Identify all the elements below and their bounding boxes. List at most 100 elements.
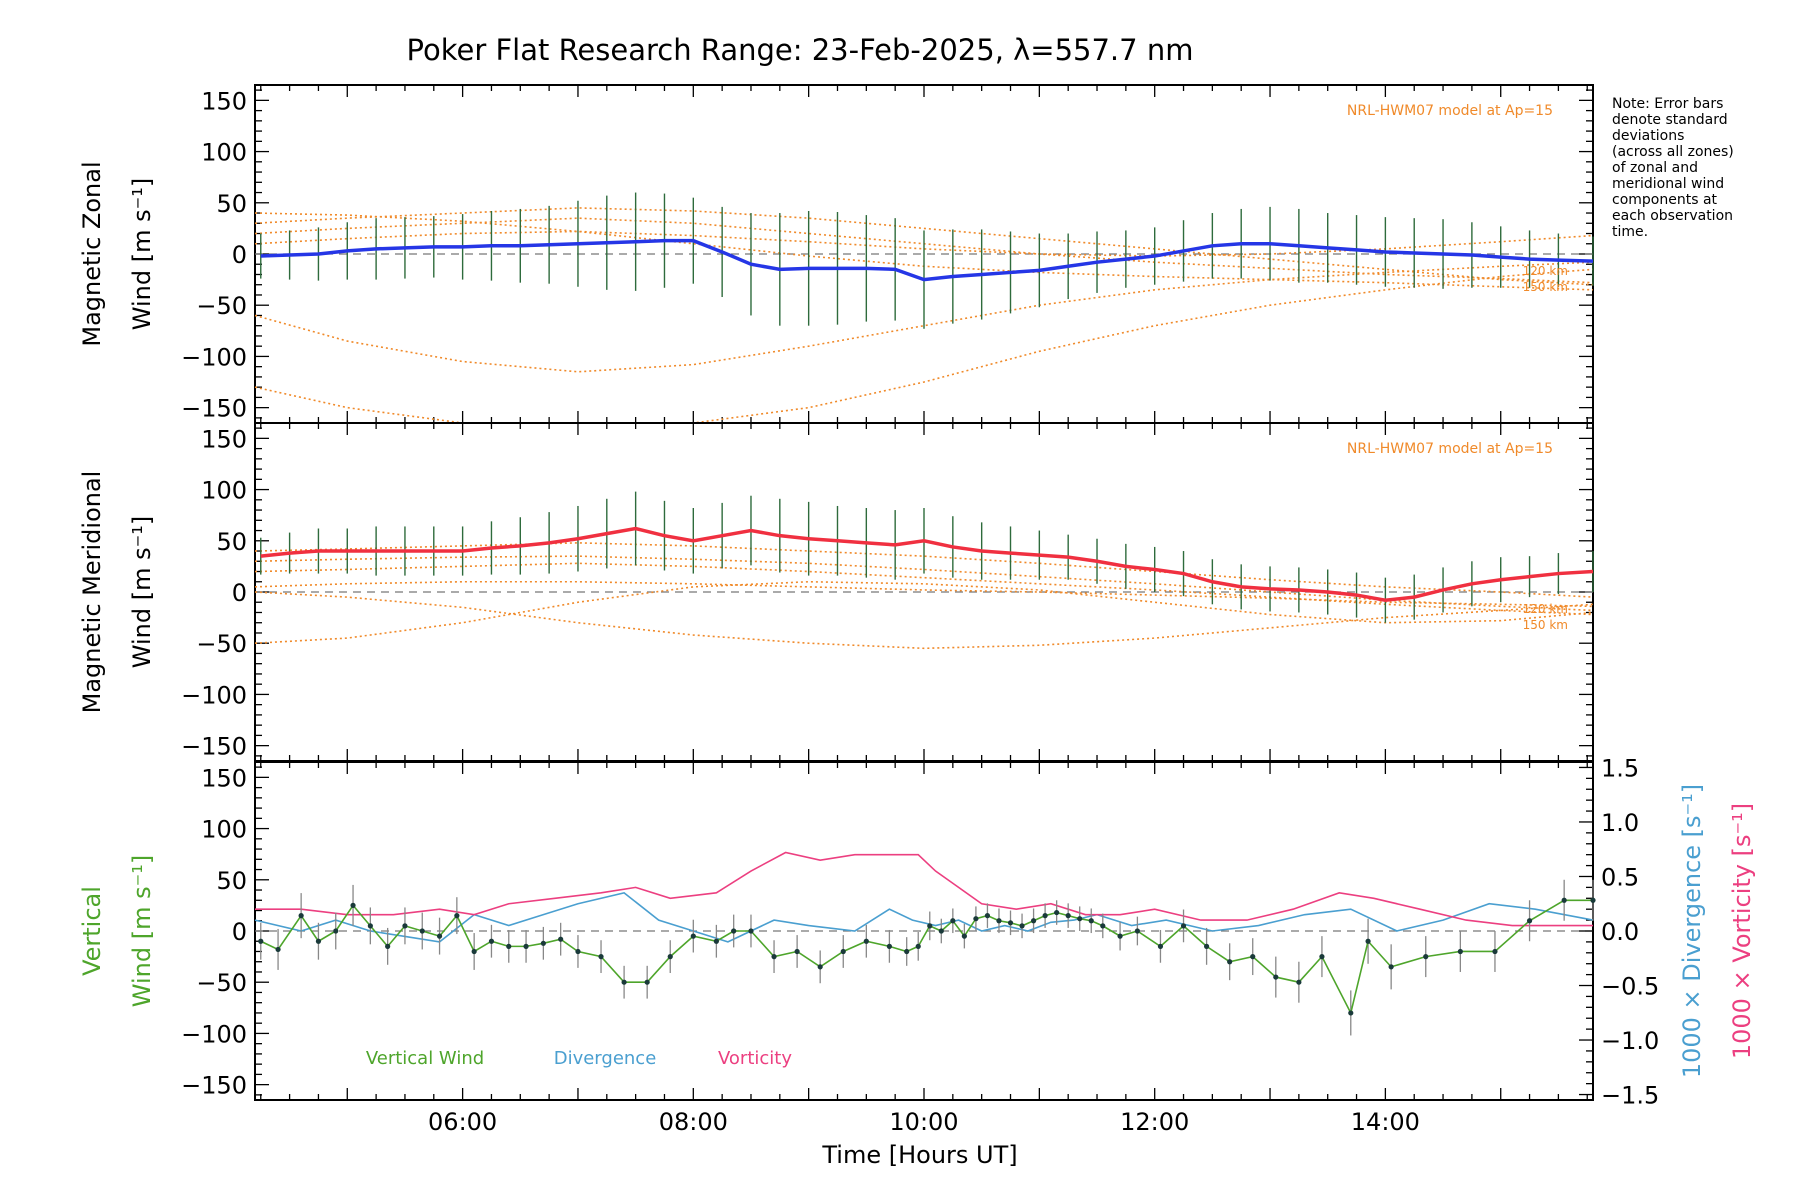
vertical-wind-point bbox=[402, 923, 408, 929]
mean-wind-line bbox=[260, 526, 1594, 602]
vertical-wind-point bbox=[1117, 933, 1123, 939]
y-axis-label-line2: Wind [m s⁻¹] bbox=[128, 516, 156, 668]
y-axis-label-line1: Vertical bbox=[78, 886, 106, 976]
right-y-tick-label: 0.0 bbox=[1601, 918, 1639, 946]
note-line: time. bbox=[1612, 224, 1648, 240]
vertical-wind-point bbox=[558, 936, 564, 942]
vertical-wind-point bbox=[315, 938, 322, 944]
vertical-wind-point bbox=[1388, 964, 1394, 970]
vertical-wind-point bbox=[961, 933, 967, 939]
vertical-wind-point bbox=[575, 948, 581, 955]
vertical-wind-point bbox=[523, 943, 529, 949]
vertical-wind-point bbox=[1365, 938, 1371, 944]
altitude-label: 150 km bbox=[1523, 618, 1568, 632]
y-tick-label: 150 bbox=[201, 425, 247, 453]
altitude-label: 150 km bbox=[1523, 280, 1568, 294]
model-label: NRL-HWM07 model at Ap=15 bbox=[1347, 103, 1553, 119]
vertical-wind-point bbox=[1019, 923, 1025, 929]
vertical-wind-point bbox=[938, 928, 944, 934]
note-line: deviations bbox=[1612, 128, 1684, 144]
vertical-wind-point bbox=[817, 964, 823, 970]
divergence-line bbox=[254, 891, 1594, 943]
note-line: denote standard bbox=[1612, 112, 1728, 128]
vertical-wind-point bbox=[1077, 916, 1083, 922]
vertical-wind-point bbox=[950, 918, 956, 924]
y-tick-label: 50 bbox=[216, 867, 247, 895]
y-tick-label: −50 bbox=[196, 969, 247, 997]
y-tick-label: 150 bbox=[201, 764, 247, 792]
vertical-wind-point bbox=[748, 928, 754, 934]
panel-zonal: −150 −100 −50 0 50 100 150 Magnetic Zonal Wind [… bbox=[78, 84, 1594, 424]
y-axis-label-line2: Wind [m s⁻¹] bbox=[128, 178, 156, 330]
vertical-wind-point bbox=[454, 913, 460, 919]
y-tick-label: 0 bbox=[232, 241, 247, 269]
note-line: meridional wind bbox=[1612, 176, 1724, 192]
vertical-wind-point bbox=[1157, 943, 1164, 949]
vertical-wind-point bbox=[488, 938, 495, 944]
x-tick-label: 14:00 bbox=[1351, 1108, 1420, 1136]
y-tick-label: 100 bbox=[201, 139, 247, 167]
y-tick-label: −100 bbox=[181, 1020, 247, 1048]
y-tick-label: −50 bbox=[196, 630, 247, 658]
note-line: components at bbox=[1612, 192, 1718, 208]
right-y-tick-label: −0.5 bbox=[1601, 973, 1659, 1001]
y-tick-label: 100 bbox=[201, 816, 247, 844]
altitude-label: 120 km bbox=[1523, 264, 1568, 278]
vertical-wind-point bbox=[886, 943, 892, 949]
note-line: of zonal and bbox=[1612, 160, 1698, 176]
mean-wind-line bbox=[260, 238, 1594, 282]
vertical-wind-point bbox=[1296, 979, 1302, 985]
vertical-wind-line bbox=[260, 899, 1593, 1016]
altitude-label: 120 km bbox=[1523, 602, 1568, 616]
vertical-wind-point bbox=[667, 954, 673, 960]
x-tick-label: 06:00 bbox=[428, 1108, 497, 1136]
vertical-wind-point bbox=[1492, 948, 1498, 955]
right-y-tick-label: −1.5 bbox=[1601, 1082, 1659, 1110]
note-line: Note: Error bars bbox=[1612, 96, 1723, 112]
vertical-wind-point bbox=[644, 979, 650, 985]
vertical-wind-point bbox=[713, 938, 719, 944]
vertical-wind-point bbox=[385, 943, 391, 949]
vertical-wind-point bbox=[1134, 928, 1140, 934]
vertical-wind-point bbox=[731, 928, 737, 934]
vertical-wind-point bbox=[1423, 954, 1429, 960]
note-line: each observation bbox=[1612, 208, 1733, 224]
x-tick-label: 08:00 bbox=[659, 1108, 728, 1136]
vertical-wind-point bbox=[1180, 923, 1187, 929]
y-axis-label-line1: Magnetic Meridional bbox=[78, 471, 106, 714]
vertical-wind-point bbox=[1042, 913, 1048, 919]
vertical-wind-point bbox=[1319, 954, 1325, 960]
model-curve bbox=[254, 591, 1594, 650]
y-tick-label: −100 bbox=[181, 681, 247, 709]
vertical-wind-point bbox=[621, 979, 627, 985]
vertical-wind-point bbox=[1561, 897, 1567, 903]
vertical-wind-point bbox=[1065, 913, 1071, 919]
y-tick-label: −50 bbox=[196, 292, 247, 320]
vertical-wind-point bbox=[840, 948, 846, 955]
panel-vertical: −150 −100 −50 0 50 100 150 Vertical Wind [m s⁻¹]… bbox=[78, 754, 1756, 1136]
y-tick-label: −150 bbox=[181, 1072, 247, 1100]
y-tick-label: 100 bbox=[201, 477, 247, 505]
vertical-wind-point bbox=[1227, 959, 1233, 965]
y-tick-label: 150 bbox=[201, 87, 247, 115]
vertical-wind-point bbox=[1007, 920, 1014, 926]
right-axis-label-divergence: 1000 × Divergence [s⁻¹] bbox=[1678, 784, 1706, 1078]
y-tick-label: 50 bbox=[216, 190, 247, 218]
y-axis-label-line2: Wind [m s⁻¹] bbox=[128, 855, 156, 1007]
vertical-wind-point bbox=[1054, 909, 1060, 916]
vertical-wind-point bbox=[258, 938, 264, 944]
y-tick-label: 0 bbox=[232, 918, 247, 946]
vertical-wind-point bbox=[794, 948, 800, 955]
vertical-wind-point bbox=[1100, 923, 1106, 929]
legend-entry: Vertical Wind bbox=[366, 1048, 484, 1069]
vertical-wind-point bbox=[471, 948, 477, 955]
vertical-wind-point bbox=[367, 923, 373, 929]
y-tick-label: 0 bbox=[232, 579, 247, 607]
vertical-wind-point bbox=[1526, 918, 1533, 924]
vertical-wind-point bbox=[1088, 918, 1094, 924]
right-y-tick-label: −1.0 bbox=[1601, 1027, 1659, 1055]
vertical-wind-point bbox=[275, 946, 281, 953]
y-tick-label: −150 bbox=[181, 395, 247, 423]
vertical-wind-point bbox=[1457, 948, 1463, 955]
